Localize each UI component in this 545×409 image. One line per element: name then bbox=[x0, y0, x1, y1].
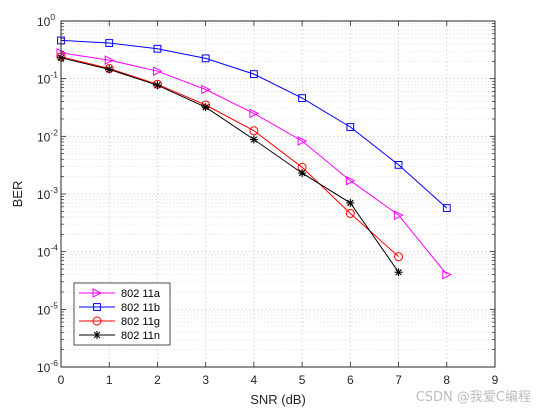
watermark: CSDN @我爱C编程 bbox=[415, 390, 531, 405]
data-point-marker bbox=[153, 81, 162, 90]
data-point-marker bbox=[346, 198, 355, 207]
marker-stroke bbox=[250, 136, 258, 143]
marker-stroke bbox=[298, 169, 306, 177]
data-point-marker bbox=[92, 316, 102, 326]
data-point-marker bbox=[201, 54, 210, 63]
marker-stroke bbox=[395, 268, 402, 276]
series-line bbox=[60, 57, 400, 273]
data-point-marker bbox=[394, 268, 403, 277]
data-point-marker bbox=[394, 210, 404, 220]
x-tick-label: 9 bbox=[492, 373, 499, 387]
legend-item: 802 11n bbox=[79, 330, 160, 342]
x-tick-label: 0 bbox=[58, 373, 65, 387]
data-point-marker bbox=[442, 269, 452, 280]
y-axis-label: BER bbox=[10, 181, 25, 208]
x-tick-label: 3 bbox=[202, 373, 209, 387]
marker-stroke bbox=[202, 103, 209, 111]
data-point-marker bbox=[93, 331, 101, 339]
data-point-marker bbox=[298, 169, 307, 178]
minor-gridlines bbox=[61, 23, 495, 351]
data-point-marker bbox=[298, 94, 307, 103]
y-tick-labels: 10-6 10-5 10-4 10-3 10-2 10-1 100 bbox=[37, 12, 58, 375]
data-point-marker bbox=[297, 136, 308, 146]
x-tick-label: 6 bbox=[347, 373, 354, 387]
data-point-marker bbox=[201, 84, 211, 95]
data-point-marker bbox=[345, 208, 355, 218]
legend-item: 802 11a bbox=[79, 288, 161, 300]
data-point-marker bbox=[153, 44, 162, 53]
x-tick-label: 4 bbox=[251, 373, 258, 387]
data-point-marker bbox=[345, 175, 356, 186]
series-line bbox=[60, 52, 448, 275]
series-line bbox=[60, 56, 399, 257]
data-point-marker bbox=[394, 252, 404, 262]
data-point-marker bbox=[201, 103, 210, 112]
y-tick-label: 100 bbox=[37, 12, 55, 29]
data-point-marker bbox=[394, 160, 403, 169]
data-point-marker bbox=[93, 303, 101, 311]
data-point-marker bbox=[105, 39, 114, 47]
x-tick-label: 5 bbox=[299, 373, 306, 387]
data-point-marker bbox=[104, 55, 115, 65]
data-point-marker bbox=[249, 70, 258, 79]
data-point-marker bbox=[249, 135, 258, 144]
data-point-marker bbox=[105, 65, 114, 74]
y-tick-label: 10-5 bbox=[37, 300, 58, 317]
axis-ticks bbox=[60, 20, 496, 368]
x-tick-labels: 0 1 2 3 4 5 6 7 8 9 bbox=[58, 373, 499, 387]
legend: 802 11a 802 11b 802 11g 802 11n bbox=[73, 282, 171, 346]
legend-label: 802 11n bbox=[121, 330, 160, 342]
data-point-marker bbox=[442, 204, 451, 212]
marker-stroke bbox=[93, 331, 101, 339]
data-point-marker bbox=[92, 288, 103, 298]
series-802-11a bbox=[56, 48, 452, 280]
x-tick-label: 7 bbox=[395, 373, 402, 387]
marker-stroke bbox=[347, 199, 354, 207]
x-tick-label: 1 bbox=[106, 373, 113, 387]
data-point-marker bbox=[249, 126, 259, 136]
marker-stroke bbox=[154, 81, 161, 89]
legend-item: 802 11b bbox=[79, 302, 160, 314]
x-axis-label: SNR (dB) bbox=[250, 392, 306, 407]
legend-label: 802 11a bbox=[121, 288, 161, 300]
legend-label: 802 11g bbox=[121, 316, 160, 328]
series-line bbox=[60, 39, 448, 209]
data-point-marker bbox=[152, 66, 163, 76]
data-point-marker bbox=[249, 108, 260, 119]
marker-stroke bbox=[105, 66, 113, 73]
x-tick-label: 2 bbox=[154, 373, 161, 387]
legend-item: 802 11g bbox=[79, 316, 160, 328]
data-point-marker bbox=[346, 123, 355, 131]
y-tick-label: 10-1 bbox=[37, 70, 58, 87]
series-layer bbox=[56, 36, 452, 280]
y-tick-label: 10-4 bbox=[37, 243, 58, 260]
series-802-11n bbox=[57, 53, 403, 277]
x-tick-label: 8 bbox=[443, 373, 450, 387]
legend-label: 802 11b bbox=[121, 302, 160, 314]
y-tick-label: 10-6 bbox=[37, 358, 58, 375]
y-tick-label: 10-2 bbox=[37, 127, 58, 144]
y-tick-label: 10-3 bbox=[37, 185, 58, 202]
